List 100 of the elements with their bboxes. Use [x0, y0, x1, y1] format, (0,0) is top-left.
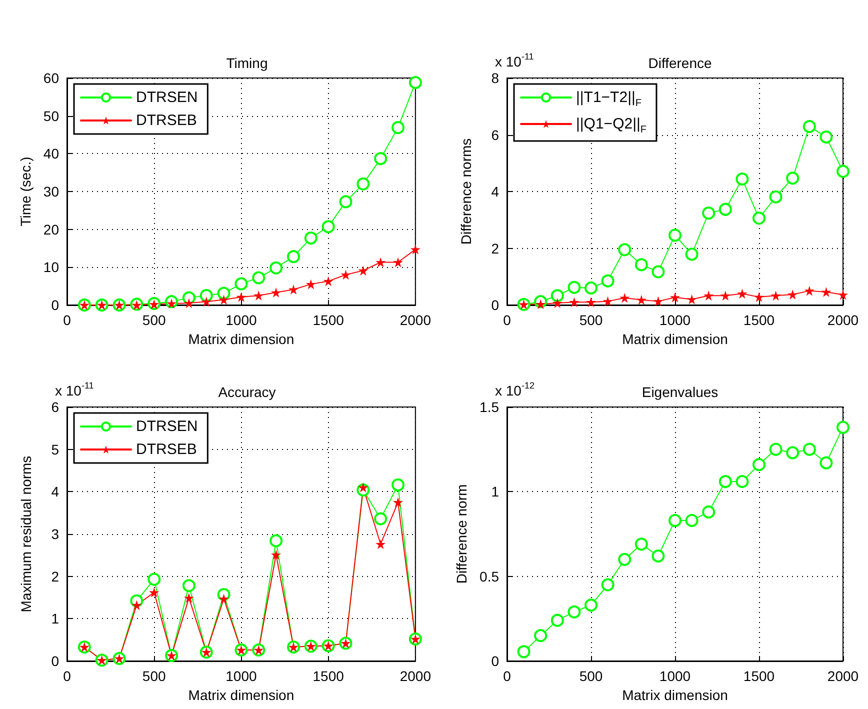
y-axis-title: Maximum residual norms: [18, 456, 34, 612]
y-tick-label: 3: [51, 526, 60, 542]
point: [236, 292, 246, 302]
point: [601, 274, 614, 288]
point: [618, 552, 632, 566]
y-tick-label: 0: [51, 653, 60, 669]
point: [754, 292, 764, 302]
point: [586, 297, 596, 308]
point: [686, 294, 697, 304]
point: [410, 244, 420, 254]
point: [184, 592, 194, 603]
chart-title: Accuracy: [218, 384, 276, 400]
point: [718, 475, 732, 488]
y-tick-label: 60: [43, 70, 60, 86]
point: [376, 257, 386, 268]
y-tick-label: 2: [51, 568, 60, 584]
y-tick-label: 2: [491, 240, 500, 256]
point: [786, 172, 800, 185]
point: [838, 290, 848, 300]
point: [668, 228, 682, 242]
point: [270, 261, 283, 274]
point: [634, 538, 648, 551]
point: [356, 177, 370, 190]
point: [340, 270, 351, 280]
point: [149, 587, 160, 598]
point: [392, 478, 405, 492]
point: [550, 289, 564, 302]
point: [166, 298, 177, 308]
point: [770, 290, 781, 301]
point: [201, 296, 212, 307]
point: [820, 130, 833, 144]
point: [536, 299, 546, 310]
point: [568, 605, 581, 618]
point: [218, 294, 229, 305]
point: [286, 250, 300, 264]
point: [788, 290, 798, 300]
x-tick-label: 2000: [827, 668, 859, 684]
point: [584, 598, 598, 612]
point: [271, 288, 282, 298]
point: [652, 550, 665, 563]
y-tick-label: 0: [491, 297, 500, 313]
point: [552, 298, 562, 308]
legend-label: DTRSEN: [136, 89, 198, 106]
point: [392, 121, 405, 134]
point: [288, 284, 298, 294]
y-tick-label: 10: [43, 259, 60, 276]
point: [132, 300, 142, 310]
point: [534, 629, 548, 642]
point: [148, 572, 161, 586]
point: [802, 442, 816, 456]
point: [736, 475, 749, 488]
x-tick-label: 1500: [743, 312, 775, 328]
x-tick-label: 500: [579, 668, 603, 684]
x-tick-label: 0: [63, 312, 72, 328]
point: [634, 258, 648, 272]
x-tick-label: 0: [503, 312, 512, 328]
x-axis-title: Matrix dimension: [622, 686, 728, 703]
point: [685, 514, 698, 527]
point: [252, 271, 266, 284]
x-tick-label: 2000: [827, 312, 859, 328]
x-axis-title: Matrix dimension: [188, 686, 294, 703]
point: [786, 446, 800, 460]
point: [685, 248, 698, 261]
chart-title: Timing: [226, 55, 268, 71]
point: [704, 290, 714, 301]
y-axis-title: Difference norm: [454, 484, 470, 584]
point: [602, 296, 613, 306]
x-tick-label: 1000: [659, 312, 691, 328]
point: [720, 290, 730, 301]
point: [670, 292, 680, 302]
point: [393, 497, 404, 508]
y-tick-label: 0.5: [480, 568, 500, 584]
point: [200, 289, 213, 302]
point: [668, 514, 682, 527]
x-tick-label: 0: [63, 668, 72, 684]
y-axis-title: Difference norms: [458, 138, 474, 245]
chart-title: Eigenvalues: [642, 384, 718, 400]
x-axis-title: Matrix dimension: [622, 330, 728, 347]
point: [270, 534, 283, 548]
x-tick-label: 500: [142, 312, 166, 328]
point: [358, 482, 368, 492]
point: [550, 614, 564, 627]
x-axis-title: Matrix dimension: [188, 330, 294, 347]
x-tick-label: 1000: [226, 312, 257, 328]
point: [737, 288, 748, 299]
y-tick-label: 0: [491, 653, 500, 669]
point: [836, 420, 850, 434]
point: [517, 645, 530, 658]
point: [620, 292, 630, 303]
y-axis-title: Time (sec.): [18, 156, 34, 226]
point: [653, 296, 664, 306]
y-tick-label: 5: [51, 441, 60, 458]
point: [339, 195, 352, 208]
point: [752, 212, 766, 225]
point: [306, 279, 316, 290]
y-tick-label: 1: [491, 484, 500, 500]
point: [304, 232, 318, 245]
point: [323, 276, 334, 286]
point: [569, 297, 580, 308]
point: [271, 550, 282, 560]
